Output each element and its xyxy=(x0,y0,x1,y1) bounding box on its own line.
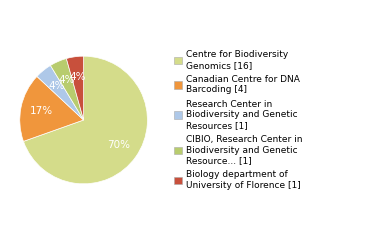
Wedge shape xyxy=(20,76,84,141)
Legend: Centre for Biodiversity
Genomics [16], Canadian Centre for DNA
Barcoding [4], Re: Centre for Biodiversity Genomics [16], C… xyxy=(172,48,304,192)
Wedge shape xyxy=(51,59,84,120)
Wedge shape xyxy=(24,56,147,184)
Wedge shape xyxy=(37,66,84,120)
Wedge shape xyxy=(66,56,84,120)
Text: 70%: 70% xyxy=(108,140,131,150)
Text: 4%: 4% xyxy=(70,72,86,82)
Text: 4%: 4% xyxy=(58,75,74,85)
Text: 17%: 17% xyxy=(30,106,53,116)
Text: 4%: 4% xyxy=(48,81,65,91)
